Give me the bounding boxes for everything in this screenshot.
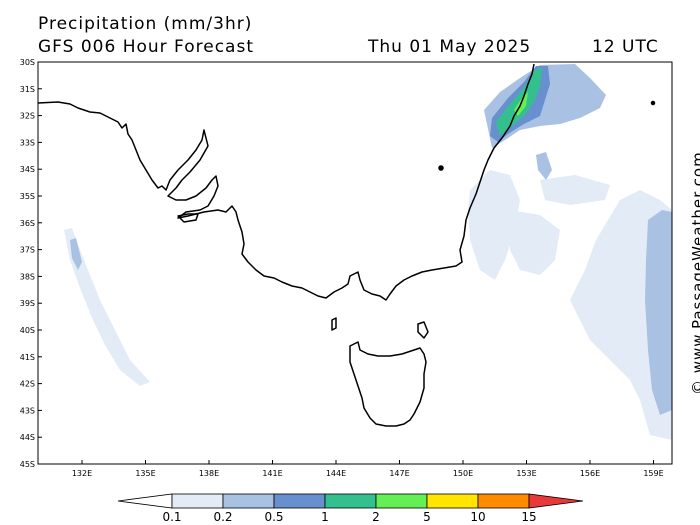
legend-label: 0.2 — [213, 510, 232, 524]
longitude-label: 141E — [262, 469, 282, 478]
latitude-label: 39S — [20, 299, 35, 308]
rain-patch-teal — [496, 68, 542, 136]
latitude-label: 35S — [20, 192, 35, 201]
latitude-label: 38S — [20, 272, 35, 281]
latitude-label: 40S — [20, 326, 35, 335]
latitude-label: 31S — [20, 85, 35, 94]
legend-label: 5 — [423, 510, 431, 524]
legend-swatch-max — [528, 493, 584, 509]
longitude-label: 144E — [326, 469, 346, 478]
rain-patch-medium-east — [645, 210, 672, 415]
forecast-date: Thu 01 May 2025 — [368, 37, 532, 57]
latitude-label: 37S — [20, 246, 35, 255]
rain-patch-light-mid — [510, 210, 560, 275]
latitude-label: 43S — [20, 406, 35, 415]
legend-label: 0.5 — [264, 510, 283, 524]
legend-swatch-min — [117, 493, 173, 509]
latitude-label: 36S — [20, 219, 35, 228]
rain-patch-medium-spot — [536, 152, 552, 180]
longitude-label: 135E — [135, 469, 155, 478]
legend-swatch — [324, 493, 377, 509]
map-title: Precipitation (mm/3hr) — [38, 14, 253, 34]
kangaroo-island-coastline — [177, 213, 199, 223]
latitude-label: 30S — [20, 58, 35, 67]
forecast-time: 12 UTC — [592, 37, 659, 57]
legend-label: 10 — [470, 510, 485, 524]
rain-patch-light-sea — [540, 175, 610, 205]
legend-label: 2 — [372, 510, 380, 524]
offshore-islet — [438, 165, 444, 171]
latitude-label: 33S — [20, 138, 35, 147]
longitude-label: 159E — [643, 469, 663, 478]
credit-text: © www.PassageWeather.com — [689, 151, 700, 395]
longitude-label: 138E — [199, 469, 219, 478]
latitude-axis: 30S 31S 32S 33S 34S 35S 36S 37S 38S 39S 40S 41S 42S 4… — [20, 58, 42, 469]
longitude-label: 150E — [453, 469, 473, 478]
latitude-label: 44S — [20, 433, 35, 442]
latitude-label: 42S — [20, 380, 35, 389]
latitude-label: 32S — [20, 112, 35, 121]
rain-patch-light-west — [64, 228, 150, 386]
map-frame — [37, 61, 673, 465]
rain-patch-light-coast — [468, 170, 520, 280]
latitude-label: 45S — [20, 460, 35, 469]
legend-swatch — [375, 493, 428, 509]
lord-howe-island — [650, 100, 656, 106]
forecast-model-label: GFS 006 Hour Forecast — [38, 37, 254, 57]
legend-swatch — [171, 493, 224, 509]
rain-patch-medium-west — [70, 238, 82, 270]
legend-label: 0.1 — [162, 510, 181, 524]
mainland-coastline — [37, 63, 535, 301]
latitude-label: 34S — [20, 165, 35, 174]
precipitation-legend: 0.1 0.2 0.5 1 2 5 10 15 — [117, 493, 584, 524]
flinders-island-coastline — [417, 321, 429, 339]
coastline — [37, 63, 656, 427]
legend-label: 1 — [321, 510, 329, 524]
legend-swatch — [222, 493, 275, 509]
longitude-label: 132E — [72, 469, 92, 478]
longitude-label: 147E — [389, 469, 409, 478]
tasmania-coastline — [349, 341, 427, 427]
legend-swatch — [426, 493, 479, 509]
king-island-coastline — [331, 317, 337, 331]
legend-swatch — [273, 493, 326, 509]
longitude-label: 153E — [516, 469, 536, 478]
precipitation-field — [64, 64, 672, 440]
longitude-axis: 132E 135E 138E 141E 144E 147E 150E 153E 156E 159E — [72, 460, 664, 478]
latitude-label: 41S — [20, 353, 35, 362]
longitude-label: 156E — [580, 469, 600, 478]
legend-swatch — [477, 493, 530, 509]
legend-label: 15 — [521, 510, 536, 524]
